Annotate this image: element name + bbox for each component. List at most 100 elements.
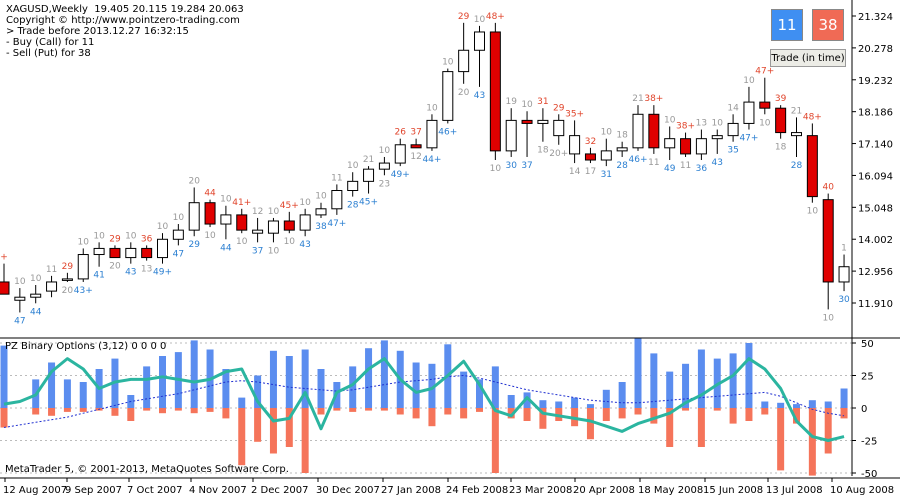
candle-signal-label: 39 <box>775 94 787 104</box>
candle-signal-label: 20 <box>188 176 200 186</box>
indicator-bar-negative <box>63 408 71 412</box>
candle-signal-label: 10 <box>220 195 232 205</box>
candle-signal-label: 29 <box>188 240 200 250</box>
candle-body <box>125 247 137 259</box>
indicator-bar-positive <box>539 400 547 408</box>
copyright-line: Copyright © http://www.pointzero-trading… <box>6 15 240 26</box>
indicator-bar-positive <box>285 356 293 408</box>
candle-signal-label: 48+ <box>803 112 822 122</box>
indicator-bar-negative <box>79 408 87 412</box>
indicator-bar-positive <box>63 379 71 408</box>
candle-body <box>600 150 612 161</box>
candle-signal-label: 26 <box>395 128 407 138</box>
indicator-bar-negative <box>269 408 277 454</box>
candle-signal-label: + <box>0 253 8 263</box>
trade-before-line: > Trade before 2013.12.27 16:32:15 <box>6 26 189 37</box>
price-axis-label: 18.186 <box>858 108 893 119</box>
candle-signal-label: 10 <box>601 128 613 138</box>
candle-body <box>410 144 422 149</box>
indicator-bar-positive <box>824 401 832 408</box>
candle-signal-label: 43 <box>299 240 310 250</box>
candle-body <box>14 296 26 301</box>
indicator-bar-positive <box>269 350 277 408</box>
candle-body <box>474 31 485 51</box>
indicator-bar-negative <box>460 408 468 419</box>
candle-signal-label: 47+ <box>755 67 774 77</box>
indicator-bar-positive <box>507 395 515 408</box>
candle-body <box>331 190 343 210</box>
indicator-bar-negative <box>808 408 816 476</box>
indicator-bar-negative <box>682 408 690 411</box>
candle-body <box>347 180 359 192</box>
candle-signal-label: 28 <box>616 161 628 171</box>
candle-signal-label: 10 <box>712 119 724 129</box>
candle-signal-label: 10 <box>299 198 311 208</box>
indicator-bar-negative <box>523 408 531 421</box>
candle-signal-label: 31 <box>537 97 548 107</box>
indicator-bar-negative <box>301 408 309 473</box>
indicator-bar-negative <box>190 408 198 414</box>
candle-body <box>664 138 676 149</box>
candle-signal-label: 10 <box>664 115 676 125</box>
indicator-bar-positive <box>190 340 198 408</box>
candle-signal-label: 49+ <box>391 170 410 180</box>
indicator-bar-positive <box>808 400 816 408</box>
candle-signal-label: 31 <box>601 170 612 180</box>
time-axis-label: 20 Apr 2008 <box>573 485 635 496</box>
candle-signal-label: 43+ <box>74 286 93 296</box>
indicator-bar-negative <box>48 408 56 416</box>
indicator-bar-negative <box>174 408 182 411</box>
candle-body <box>426 119 438 149</box>
candle-body <box>822 199 834 283</box>
candle-body <box>363 168 375 182</box>
candle-signal-label: 36 <box>141 234 153 244</box>
candle-signal-label: 13 <box>141 265 152 275</box>
candle-signal-label: 29 <box>109 234 121 244</box>
candle-signal-label: 20 <box>62 286 74 296</box>
put-button[interactable]: 38 <box>812 9 844 41</box>
indicator-bar-negative <box>159 408 166 414</box>
candle-signal-label: 11 <box>648 158 659 168</box>
buy-line: - Buy (Call) for 11 <box>6 37 95 48</box>
candle-signal-label: 28 <box>347 201 359 211</box>
time-axis-label: 24 Feb 2008 <box>446 485 508 496</box>
indicator-axis-label: -50 <box>861 469 877 480</box>
indicator-bar-positive <box>491 366 499 408</box>
candle-signal-label: 13 <box>696 119 707 129</box>
candle-body <box>157 238 168 259</box>
candle-signal-label: 10 <box>379 146 391 156</box>
candle-body <box>93 247 105 256</box>
candle-body <box>838 266 850 283</box>
candle-signal-label: 14 <box>727 103 739 113</box>
candle-signal-label: 49+ <box>153 268 172 278</box>
candle-body <box>727 122 739 137</box>
time-axis-label: 7 Oct 2007 <box>127 485 182 496</box>
indicator-bar-positive <box>0 345 8 408</box>
indicator-bar-negative <box>793 408 800 424</box>
candle-body <box>378 162 390 170</box>
candle-signal-label: 20 <box>109 262 121 272</box>
indicator-bar-negative <box>507 408 515 419</box>
indicator-bar-negative <box>412 408 420 419</box>
indicator-bar-positive <box>555 401 563 408</box>
indicator-bar-negative <box>0 408 8 428</box>
indicator-bar-negative <box>333 408 341 411</box>
time-axis-label: 15 Jun 2008 <box>703 485 763 496</box>
indicator-bar-negative <box>444 408 452 415</box>
candle-body <box>299 214 311 231</box>
candle-body <box>46 281 58 292</box>
candle-body <box>743 101 755 124</box>
indicator-bar-positive <box>761 401 769 408</box>
candle-signal-label: 10 <box>173 213 185 223</box>
indicator-bar-positive <box>238 397 246 408</box>
indicator-bar-positive <box>412 362 420 408</box>
candle-body <box>569 135 581 155</box>
candle-signal-label: 10 <box>125 231 137 241</box>
indicator-bar-positive <box>79 382 87 408</box>
trade-in-time-button[interactable]: Trade (in time) <box>770 49 846 67</box>
call-button[interactable]: 11 <box>771 9 803 41</box>
candle-signal-label: 18 <box>537 146 549 156</box>
candle-signal-label: 37 <box>521 161 532 171</box>
indicator-bar-negative <box>285 408 293 447</box>
candle-body <box>584 153 596 161</box>
